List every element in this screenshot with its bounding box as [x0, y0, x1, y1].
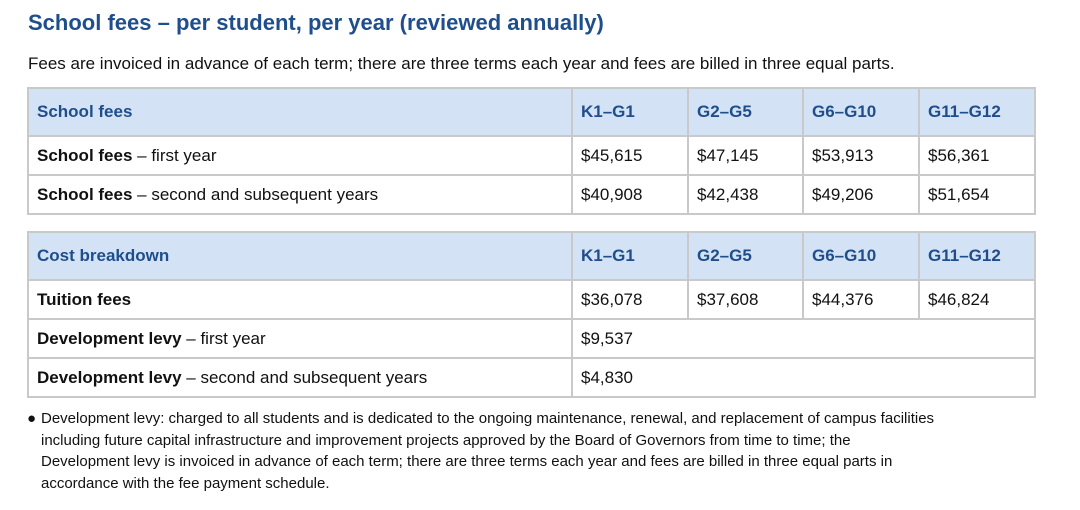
row-label-bold: Development levy — [37, 328, 182, 348]
column-header: School fees — [27, 87, 573, 137]
row-label: Development levy – second and subsequent… — [27, 357, 573, 398]
table-cell: $42,438 — [687, 174, 804, 215]
column-header: G2–G5 — [687, 87, 804, 137]
column-header: G11–G12 — [918, 231, 1036, 281]
table-cell: $47,145 — [687, 135, 804, 176]
table-row: Tuition fees $36,078 $37,608 $44,376 $46… — [27, 279, 1036, 320]
table-cell: $44,376 — [802, 279, 920, 320]
row-label: Tuition fees — [27, 279, 573, 320]
column-header: K1–G1 — [571, 87, 689, 137]
column-header: G6–G10 — [802, 87, 920, 137]
footnote-line: including future capital infrastructure … — [41, 431, 851, 449]
row-label: School fees – second and subsequent year… — [27, 174, 573, 215]
table-cell: $56,361 — [918, 135, 1036, 176]
table-header-row: Cost breakdown K1–G1 G2–G5 G6–G10 G11–G1… — [27, 231, 1036, 281]
bullet-icon: ● — [27, 410, 37, 427]
row-label-bold: School fees — [37, 145, 133, 165]
table-row: Development levy – second and subsequent… — [27, 357, 1036, 398]
footnote-item: ● Development levy: charged to all stude… — [27, 408, 1057, 494]
table-cell: $9,537 — [571, 318, 1036, 359]
school-fees-table: School fees K1–G1 G2–G5 G6–G10 G11–G12 S… — [27, 87, 1036, 215]
row-label-bold: Tuition fees — [37, 289, 132, 309]
row-label-rest: – first year — [132, 145, 217, 165]
footnote-line: accordance with the fee payment schedule… — [41, 474, 330, 492]
column-header: G6–G10 — [802, 231, 920, 281]
table-row: School fees – second and subsequent year… — [27, 174, 1036, 215]
row-label-bold: School fees — [37, 184, 133, 204]
table-cell: $40,908 — [571, 174, 689, 215]
row-label: Development levy – first year — [27, 318, 573, 359]
row-label-rest: – second and subsequent years — [181, 367, 428, 387]
table-cell: $51,654 — [918, 174, 1036, 215]
row-label-bold: Development levy — [37, 367, 182, 387]
page-title: School fees – per student, per year (rev… — [28, 10, 604, 35]
footnotes: ● Development levy: charged to all stude… — [27, 408, 1057, 494]
table-cell: $49,206 — [802, 174, 920, 215]
column-header: K1–G1 — [571, 231, 689, 281]
column-header: G11–G12 — [918, 87, 1036, 137]
table-row: School fees – first year $45,615 $47,145… — [27, 135, 1036, 176]
cost-breakdown-table: Cost breakdown K1–G1 G2–G5 G6–G10 G11–G1… — [27, 231, 1036, 398]
table-cell: $45,615 — [571, 135, 689, 176]
table-cell: $4,830 — [571, 357, 1036, 398]
footnote-list: ● Development levy: charged to all stude… — [27, 408, 1057, 494]
footnote-line: Development levy is invoiced in advance … — [41, 453, 893, 470]
table-row: Development levy – first year $9,537 — [27, 318, 1036, 359]
footnote-line: Development levy: charged to all student… — [41, 410, 935, 427]
column-header: G2–G5 — [687, 231, 804, 281]
table-header-row: School fees K1–G1 G2–G5 G6–G10 G11–G12 — [27, 87, 1036, 137]
column-header: Cost breakdown — [27, 231, 573, 281]
intro-text: Fees are invoiced in advance of each ter… — [28, 54, 895, 73]
table-cell: $53,913 — [802, 135, 920, 176]
row-label-rest: – second and subsequent years — [132, 184, 379, 204]
table-cell: $36,078 — [571, 279, 689, 320]
table-cell: $46,824 — [918, 279, 1036, 320]
row-label: School fees – first year — [27, 135, 573, 176]
row-label-rest: – first year — [181, 328, 266, 348]
table-cell: $37,608 — [687, 279, 804, 320]
